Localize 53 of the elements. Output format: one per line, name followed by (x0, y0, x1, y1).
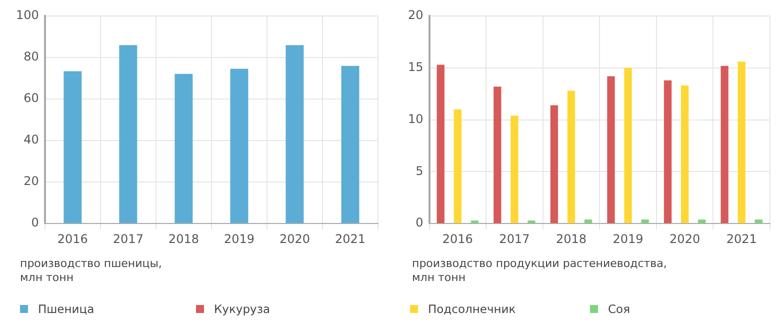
bar (510, 116, 518, 224)
bar (607, 76, 615, 224)
bar (550, 105, 558, 224)
y-tick-label: 80 (24, 50, 39, 64)
bar (341, 66, 360, 224)
legend-label: Подсолнечник (428, 302, 516, 316)
y-tick-label: 0 (416, 216, 424, 230)
y-tick-label: 40 (24, 132, 39, 147)
y-tick-label: 100 (16, 8, 39, 22)
y-axis-title: производство продукции растениеводства, млн тонн (412, 257, 667, 285)
bar (470, 220, 479, 224)
x-tick-label: 2018 (168, 232, 199, 246)
bar (286, 45, 304, 224)
bar (738, 62, 746, 224)
bar (174, 74, 193, 224)
y-tick-label: 5 (416, 164, 424, 178)
x-tick-label: 2016 (442, 232, 473, 246)
x-tick-label: 2019 (612, 232, 644, 246)
y-tick-label: 10 (408, 112, 424, 126)
y-tick-label: 20 (408, 8, 424, 22)
x-tick-label: 2019 (224, 232, 254, 246)
legend-label: Кукуруза (214, 302, 270, 316)
bar (528, 220, 536, 224)
x-tick-label: 2018 (556, 232, 587, 246)
bar (664, 80, 672, 224)
x-tick-label: 2017 (112, 232, 144, 246)
x-tick-label: 2016 (57, 232, 88, 246)
bar (584, 219, 592, 224)
y-axis-title: производство пшеницы, млн тонн (20, 257, 162, 285)
y-tick-label: 60 (24, 91, 39, 106)
x-tick-label: 2017 (499, 232, 530, 246)
x-tick-label: 2020 (670, 232, 700, 246)
bar (720, 66, 728, 224)
y-tick-label: 20 (24, 174, 39, 188)
bar (454, 109, 462, 224)
bar (698, 219, 706, 224)
bar (230, 68, 248, 224)
bar (624, 68, 632, 224)
bar (436, 64, 444, 224)
x-tick-label: 2020 (279, 232, 310, 246)
bar (119, 45, 138, 224)
x-tick-label: 2021 (334, 232, 366, 246)
y-tick-label: 0 (31, 216, 39, 230)
bar (567, 90, 576, 224)
bar (64, 71, 82, 224)
y-tick-label: 15 (408, 60, 424, 74)
legend-label: Пшеница (38, 302, 94, 316)
bar (494, 86, 502, 224)
bar (641, 219, 649, 224)
bar (754, 219, 762, 224)
bar (680, 86, 689, 224)
x-tick-label: 2021 (726, 232, 757, 246)
legend-label: Соя (608, 302, 630, 316)
